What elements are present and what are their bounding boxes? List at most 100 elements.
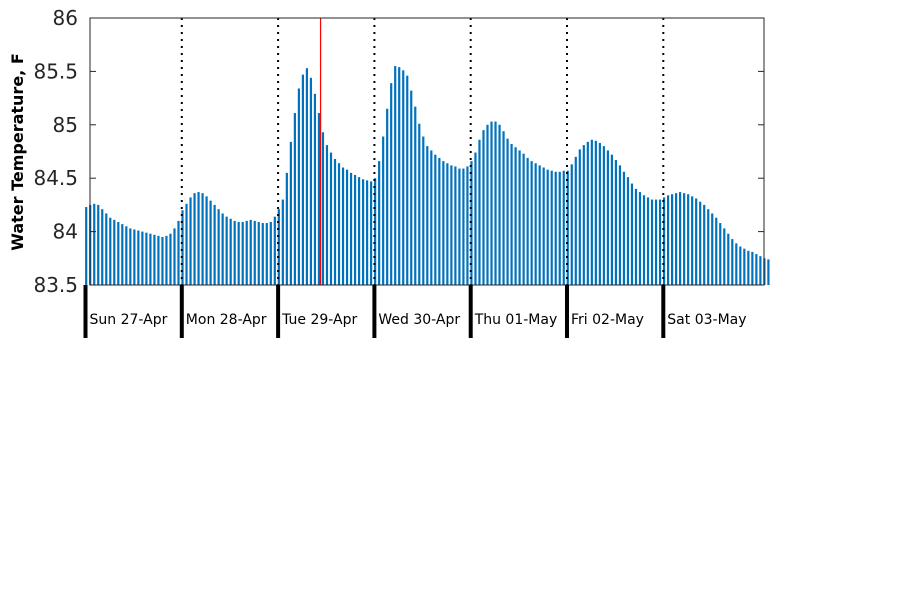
bar	[217, 209, 220, 285]
bar	[719, 223, 722, 285]
bar	[522, 153, 525, 285]
bar	[309, 77, 313, 285]
bar	[305, 68, 309, 285]
bar	[454, 166, 457, 285]
bar	[378, 161, 381, 285]
bar	[578, 149, 581, 285]
bar	[446, 163, 449, 285]
bar	[382, 136, 385, 285]
bar	[755, 254, 758, 285]
bar	[157, 235, 160, 285]
bar	[394, 66, 397, 285]
bar	[137, 230, 140, 285]
bar	[562, 170, 565, 285]
bar	[289, 141, 292, 285]
bar	[105, 213, 108, 285]
bar	[257, 221, 260, 285]
bar	[634, 188, 638, 285]
bar	[538, 165, 541, 285]
bar	[301, 74, 304, 285]
y-tick-label: 86	[53, 6, 78, 30]
bar	[113, 219, 116, 285]
bar	[253, 220, 256, 285]
bar	[550, 170, 553, 285]
bar	[209, 200, 212, 285]
bar	[345, 169, 349, 285]
bar	[249, 219, 252, 285]
bar	[362, 179, 365, 285]
bar	[747, 250, 750, 285]
bar	[622, 171, 626, 285]
bar	[121, 224, 124, 285]
bar	[161, 236, 164, 285]
bar	[398, 67, 401, 285]
bar	[273, 216, 276, 285]
bar	[357, 177, 361, 285]
y-tick-label: 85	[53, 113, 78, 137]
bar	[193, 193, 196, 285]
bar	[325, 145, 329, 285]
bar	[574, 156, 577, 285]
bar	[458, 168, 461, 285]
bar	[145, 232, 148, 285]
bar	[715, 217, 718, 285]
bar	[213, 204, 216, 285]
bar	[197, 192, 200, 285]
bar	[185, 203, 188, 285]
bar	[554, 171, 557, 285]
bar	[430, 150, 433, 285]
bar	[101, 209, 104, 285]
bar	[474, 152, 477, 285]
bar	[646, 197, 650, 285]
bar	[506, 138, 509, 285]
bar	[414, 106, 417, 285]
bar	[530, 161, 533, 285]
lines-layer	[180, 18, 665, 285]
bar	[125, 226, 128, 285]
bar	[490, 121, 493, 285]
bar	[189, 197, 192, 285]
bar	[149, 233, 152, 285]
bar	[626, 177, 630, 285]
bar	[281, 199, 284, 285]
day-label: Fri 02-May	[571, 312, 644, 328]
bar	[486, 124, 489, 285]
bar	[386, 108, 389, 285]
plot-frame	[89, 17, 765, 286]
bar	[117, 221, 120, 285]
day-label: Wed 30-Apr	[378, 312, 460, 328]
bar	[466, 166, 469, 285]
bar	[370, 181, 373, 285]
bar	[518, 150, 521, 285]
bar	[614, 160, 618, 285]
bar	[671, 194, 674, 285]
bar	[695, 198, 698, 285]
y-tick-label: 83.5	[33, 273, 78, 297]
bar	[642, 195, 646, 285]
bars-layer	[85, 66, 770, 286]
bar	[141, 231, 144, 285]
bar	[767, 259, 770, 285]
bar	[245, 220, 248, 285]
bar	[638, 192, 642, 285]
bar	[225, 216, 228, 285]
bar	[450, 165, 453, 285]
bar	[442, 161, 445, 285]
bar	[374, 178, 377, 285]
y-tick-label: 84.5	[33, 166, 78, 190]
bar	[606, 150, 609, 285]
day-label: Thu 01-May	[474, 312, 558, 328]
bar	[237, 221, 240, 285]
bar	[594, 140, 597, 285]
bar	[313, 93, 317, 285]
bar	[353, 175, 357, 285]
bar	[679, 192, 682, 285]
day-label: Tue 29-Apr	[281, 312, 357, 328]
bar	[109, 217, 112, 285]
text-layer: 83.5 84 84.5 85 85.5 86 Sun 27-Apr Mon 28-Apr Tu…	[8, 6, 747, 328]
bar	[229, 218, 232, 285]
bar	[426, 146, 429, 285]
bar	[711, 213, 714, 285]
bar	[329, 152, 333, 285]
bar	[683, 193, 686, 285]
